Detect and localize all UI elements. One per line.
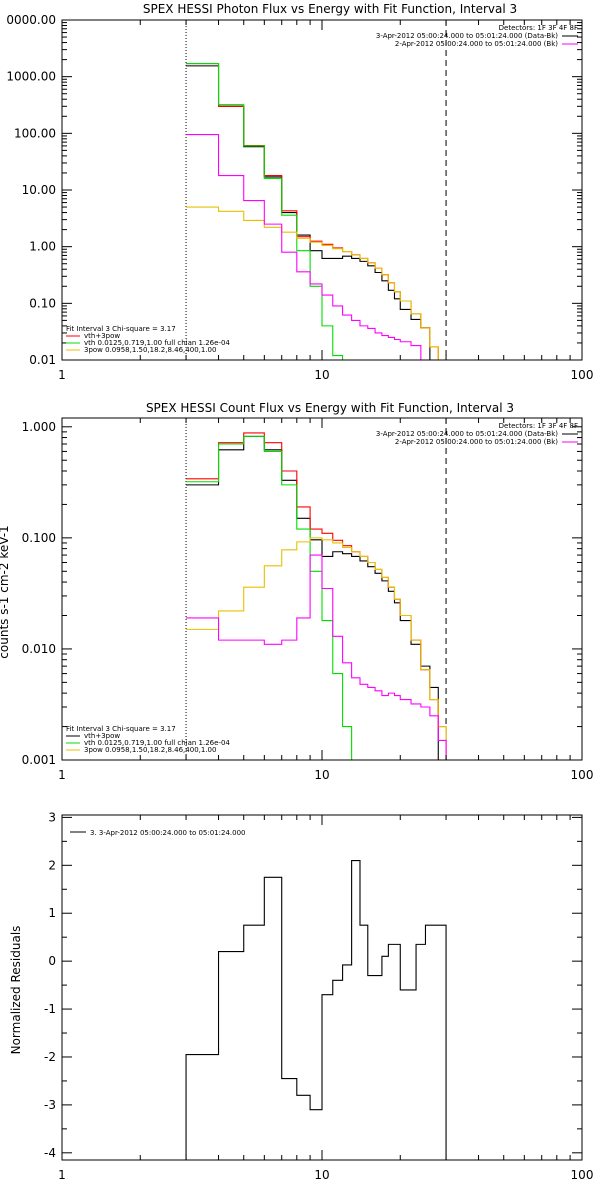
residuals-y-tick-label: 3 [48, 810, 56, 824]
residuals-y-axis-label: Normalized Residuals [9, 926, 23, 1055]
residuals-y-tick-label: -3 [44, 1098, 56, 1112]
photon-x-tick-label: 1 [58, 368, 66, 382]
residuals-axes: 1 10 100 -4 -3 -2 -1 0 1 2 3 [44, 810, 593, 1182]
photon-y-tick-label: 0000.00 [6, 13, 56, 27]
photon-fit-legend: Fit Interval 3 Chi-square = 3.17vth+3pow… [66, 325, 230, 354]
count-detectors-label: Detectors: 1F 3F 4F 8F [499, 422, 578, 430]
count-fit-legend-line: Fit Interval 3 Chi-square = 3.17 [66, 725, 176, 733]
residuals-data-layer [185, 859, 447, 1160]
count-y-tick-label: 0.100 [22, 531, 56, 545]
photon-fit-legend-line: Fit Interval 3 Chi-square = 3.17 [66, 325, 176, 333]
count-panel-title: SPEX HESSI Count Flux vs Energy with Fit… [146, 401, 514, 415]
photon-data-interval-label: 3-Apr-2012 05:00:24.000 to 05:01:24.000 … [376, 32, 558, 40]
photon-x-tick-label: 10 [314, 368, 329, 382]
photon-detectors-label: Detectors: 1F 3F 4F 8F [499, 24, 578, 32]
count-series-4-step [186, 554, 447, 760]
residuals-x-tick-label: 1 [58, 1168, 66, 1182]
residuals-y-tick-label: -4 [44, 1146, 56, 1160]
count-series-0-step [186, 435, 439, 760]
count-y-tick-label: 0.001 [22, 753, 56, 767]
residuals-x-tick-label: 100 [571, 1168, 594, 1182]
count-x-tick-label: 100 [571, 768, 594, 782]
residuals-x-tick-label: 10 [314, 1168, 329, 1182]
residuals-series-0-step [185, 859, 447, 1160]
photon-y-tick-label: 0.10 [29, 296, 56, 310]
count-fit-legend-line: vth 0.0125,0.719,1.00 full chian 1.26e-0… [84, 739, 230, 747]
count-axes: 1 10 100 0.001 0.010 0.100 1.000 [22, 418, 594, 782]
residuals-y-tick-label: 1 [48, 906, 56, 920]
photon-bk-interval-label: 2-Apr-2012 05:00:24.000 to 05:01:24.000 … [395, 40, 558, 48]
count-series-2-step [186, 435, 353, 760]
photon-series-4-step [186, 134, 422, 360]
photon-y-tick-label: 0.01 [29, 353, 56, 367]
count-y-tick-label: 1.000 [22, 420, 56, 434]
photon-y-tick-label: 10.00 [22, 183, 56, 197]
photon-fit-legend-line: vth+3pow [84, 332, 120, 340]
residuals-y-tick-label: 2 [48, 858, 56, 872]
count-series-1-step [186, 432, 447, 760]
photon-axes: 1 10 100 0.01 0.10 1.00 10.00 100.00 1000.00 0000… [6, 13, 593, 382]
count-fit-legend-line: 3pow 0.0958,1.50,18.2,8.46,400,1.00 [84, 746, 216, 754]
count-x-tick-label: 10 [314, 768, 329, 782]
photon-fit-legend-line: 3pow 0.0958,1.50,18.2,8.46,400,1.00 [84, 346, 216, 354]
count-flux-panel: SPEX HESSI Count Flux vs Energy with Fit… [0, 401, 593, 782]
count-y-tick-label: 0.010 [22, 642, 56, 656]
photon-y-tick-label: 1.00 [29, 240, 56, 254]
count-data-interval-label: 3-Apr-2012 05:00:24.000 to 05:01:24.000 … [376, 430, 558, 438]
photon-series-0-step [186, 65, 431, 360]
count-x-tick-label: 1 [58, 768, 66, 782]
count-bk-interval-label: 2-Apr-2012 05:00:24.000 to 05:01:24.000 … [395, 438, 558, 446]
residuals-panel: 1 10 100 -4 -3 -2 -1 0 1 2 3 3. 3-Apr-2012 05:00:2… [9, 810, 593, 1182]
residuals-legend-label: 3. 3-Apr-2012 05:00:24.000 to 05:01:24.0… [90, 829, 245, 837]
count-fit-legend: Fit Interval 3 Chi-square = 3.17vth+3pow… [66, 725, 230, 754]
count-fit-legend-line: vth+3pow [84, 732, 120, 740]
photon-x-tick-label: 100 [571, 368, 594, 382]
count-data-layer [185, 418, 447, 760]
residuals-y-tick-label: -1 [44, 1002, 56, 1016]
photon-fit-legend-line: vth 0.0125,0.719,1.00 full chian 1.26e-0… [84, 339, 230, 347]
photon-flux-panel: SPEX HESSI Photon Flux vs Energy with Fi… [6, 2, 593, 382]
photon-series-2-step [186, 63, 352, 361]
photon-y-tick-label: 1000.00 [6, 70, 56, 84]
count-y-axis-label: counts s-1 cm-2 keV-1 [0, 525, 11, 658]
residuals-y-tick-label: -2 [44, 1050, 56, 1064]
count-series-3-step [186, 537, 447, 760]
photon-y-tick-label: 100.00 [14, 126, 56, 140]
residuals-y-tick-label: 0 [48, 954, 56, 968]
photon-panel-title: SPEX HESSI Photon Flux vs Energy with Fi… [143, 2, 517, 16]
photon-data-layer [185, 20, 447, 361]
